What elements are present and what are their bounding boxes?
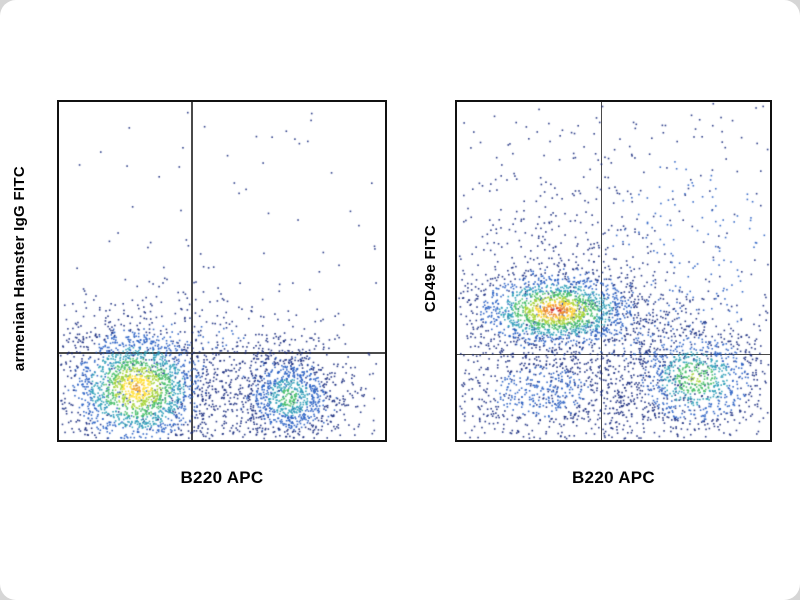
y-axis-label-left: armenian Hamster IgG FITC — [10, 166, 28, 372]
flow-plot-right — [455, 100, 772, 442]
x-axis-label-right: B220 APC — [571, 468, 656, 487]
scatter-canvas-left — [59, 102, 385, 440]
x-axis-label-left: B220 APC — [180, 468, 264, 487]
scatter-canvas-right — [457, 102, 770, 440]
y-axis-label-wrap-left: armenian Hamster IgG FITC — [2, 100, 36, 438]
y-axis-label-wrap-right: CD49e FITC — [413, 100, 447, 438]
y-axis-label-right: CD49e FITC — [421, 225, 439, 313]
flow-plot-left — [57, 100, 387, 442]
